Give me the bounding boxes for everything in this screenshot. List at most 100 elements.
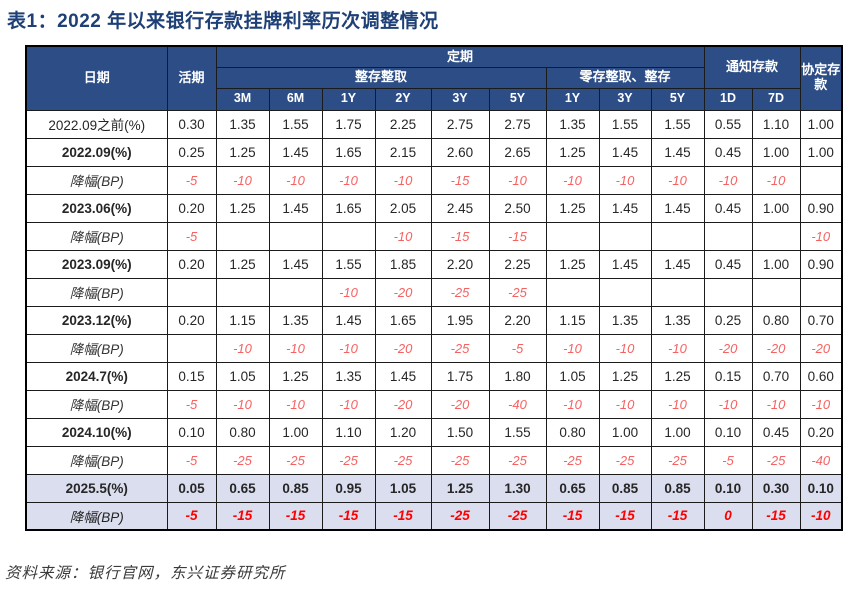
rate-cell: 0.95 (321, 473, 376, 503)
drop-cell: -25 (650, 445, 705, 475)
drop-cell (799, 277, 843, 307)
rate-cell: 0.90 (799, 193, 843, 223)
rate-cell: 2.20 (430, 249, 490, 279)
rate-cell: 0.15 (166, 361, 217, 391)
drop-cell (215, 221, 270, 251)
rate-cell: 1.35 (650, 305, 705, 335)
drop-row: 降幅(BP) -5 -10 -10 -10 -10 -15 -10 -10 -10 -10 -10 -1… (25, 165, 843, 195)
header-term-1d: 1D (703, 87, 753, 111)
drop-cell: -15 (598, 501, 652, 531)
rate-cell: 0.80 (751, 305, 801, 335)
drop-cell: -5 (166, 165, 217, 195)
rate-cell: 1.65 (321, 193, 376, 223)
rate-cell: 2.25 (374, 109, 432, 139)
drop-cell: -10 (374, 165, 432, 195)
row-label: 2022.09(%) (25, 137, 168, 167)
rate-cell: 0.45 (703, 193, 753, 223)
rate-cell: 1.35 (215, 109, 270, 139)
drop-cell: -10 (545, 333, 600, 363)
drop-cell: -10 (268, 389, 323, 419)
drop-row: 降幅(BP) -5 -25 -25 -25 -25 -25 -25 -25 -25 -25 -5 -25… (25, 445, 843, 475)
drop-cell: -5 (703, 445, 753, 475)
drop-cell: -10 (751, 165, 801, 195)
rate-row: 2024.10(%) 0.10 0.80 1.00 1.10 1.20 1.50 1.55 0.… (25, 417, 843, 447)
drop-cell: -10 (215, 389, 270, 419)
drop-cell: -10 (799, 501, 843, 531)
rate-row: 2023.06(%) 0.20 1.25 1.45 1.65 2.05 2.45 2.50 1.… (25, 193, 843, 223)
rate-cell: 0.20 (166, 193, 217, 223)
rate-cell: 2.05 (374, 193, 432, 223)
drop-cell (703, 277, 753, 307)
rate-cell: 1.15 (215, 305, 270, 335)
header-term-5y: 5Y (488, 87, 547, 111)
drop-cell: -20 (374, 333, 432, 363)
drop-cell: -10 (598, 333, 652, 363)
rate-cell: 1.95 (430, 305, 490, 335)
row-label: 2025.5(%) (25, 473, 168, 503)
rate-cell: 1.35 (321, 361, 376, 391)
drop-row: 降幅(BP) -10 -20 -25 -25 (25, 277, 843, 307)
row-label: 降幅(BP) (25, 221, 168, 251)
drop-cell: -25 (430, 333, 490, 363)
drop-cell: -5 (166, 445, 217, 475)
drop-cell: -25 (488, 501, 547, 531)
drop-cell: -10 (268, 165, 323, 195)
rate-cell: 0.10 (703, 473, 753, 503)
drop-cell: -10 (598, 389, 652, 419)
header-notice-deposit: 通知存款 (703, 45, 801, 89)
drop-cell: -10 (650, 389, 705, 419)
rate-cell: 1.45 (598, 137, 652, 167)
rate-cell: 1.55 (321, 249, 376, 279)
rate-cell: 0.65 (215, 473, 270, 503)
rate-cell: 0.10 (703, 417, 753, 447)
table-header: 日期 活期 定期 通知存款 协定存款 整存整取 零存整取、整存 3M 6M 1Y 2Y… (25, 45, 843, 111)
drop-cell: -25 (321, 445, 376, 475)
rate-row: 2024.7(%) 0.15 1.05 1.25 1.35 1.45 1.75 1.80 1.0… (25, 361, 843, 391)
rate-cell: 1.45 (650, 137, 705, 167)
rate-cell: 0.20 (166, 249, 217, 279)
drop-cell (799, 165, 843, 195)
row-label: 降幅(BP) (25, 333, 168, 363)
drop-cell: -10 (799, 221, 843, 251)
rate-cell: 0.30 (166, 109, 217, 139)
drop-cell (650, 277, 705, 307)
rate-cell: 0.70 (751, 361, 801, 391)
row-label: 降幅(BP) (25, 389, 168, 419)
rate-cell: 0.25 (703, 305, 753, 335)
rate-cell: 1.50 (430, 417, 490, 447)
rate-cell: 1.45 (650, 193, 705, 223)
drop-cell (545, 277, 600, 307)
drop-cell (268, 277, 323, 307)
drop-cell: -10 (321, 277, 376, 307)
drop-cell: 0 (703, 501, 753, 531)
rate-cell: 0.20 (799, 417, 843, 447)
rate-cell: 1.25 (215, 137, 270, 167)
rate-cell: 1.65 (321, 137, 376, 167)
header-installment: 零存整取、整存 (545, 66, 705, 89)
drop-cell: -25 (268, 445, 323, 475)
rate-cell: 1.45 (321, 305, 376, 335)
header-term-2y: 2Y (374, 87, 432, 111)
drop-cell: -10 (545, 165, 600, 195)
drop-cell: -15 (430, 221, 490, 251)
rate-cell: 1.45 (268, 137, 323, 167)
rate-cell: 0.20 (166, 305, 217, 335)
drop-cell (598, 221, 652, 251)
rate-cell: 1.00 (598, 417, 652, 447)
header-term-3m: 3M (215, 87, 270, 111)
rate-cell: 1.25 (430, 473, 490, 503)
rate-cell: 0.80 (215, 417, 270, 447)
rate-cell: 2.25 (488, 249, 547, 279)
drop-cell: -15 (430, 165, 490, 195)
rate-cell: 1.55 (650, 109, 705, 139)
rate-cell: 0.30 (751, 473, 801, 503)
rate-cell: 1.55 (598, 109, 652, 139)
drop-cell (321, 221, 376, 251)
header-row-2: 整存整取 零存整取、整存 (26, 66, 842, 89)
drop-cell: -10 (598, 165, 652, 195)
drop-cell (751, 277, 801, 307)
rate-cell: 1.25 (650, 361, 705, 391)
drop-cell: -10 (215, 333, 270, 363)
rate-row: 2023.09(%) 0.20 1.25 1.45 1.55 1.85 2.20 2.25 1.… (25, 249, 843, 279)
